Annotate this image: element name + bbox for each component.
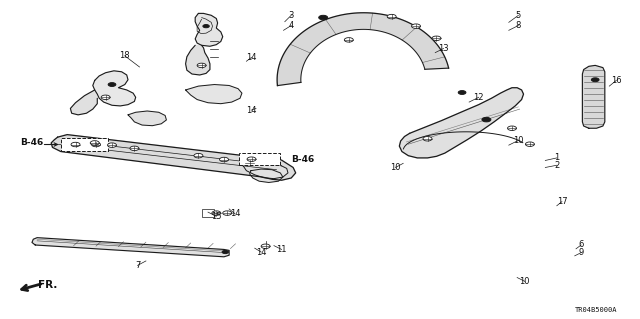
Circle shape: [482, 117, 491, 122]
Text: 11: 11: [276, 245, 287, 254]
Circle shape: [220, 157, 228, 162]
Text: 1: 1: [554, 153, 559, 162]
Text: B-46: B-46: [20, 138, 44, 147]
Text: 6: 6: [579, 241, 584, 249]
Text: 16: 16: [611, 76, 621, 85]
Circle shape: [108, 143, 116, 147]
Text: 14: 14: [246, 53, 257, 62]
Text: 12: 12: [474, 93, 484, 102]
Text: 10: 10: [390, 163, 401, 172]
Text: 9: 9: [579, 248, 584, 257]
Circle shape: [92, 142, 100, 147]
Text: 13: 13: [438, 44, 449, 53]
FancyBboxPatch shape: [239, 153, 280, 165]
Circle shape: [101, 95, 110, 100]
Circle shape: [197, 63, 206, 68]
Text: 14: 14: [246, 106, 257, 115]
Circle shape: [261, 244, 270, 249]
Text: TR04B5000A: TR04B5000A: [575, 307, 618, 313]
Text: FR.: FR.: [38, 279, 58, 290]
Text: 14: 14: [256, 248, 266, 256]
Circle shape: [432, 36, 441, 41]
Text: 17: 17: [557, 197, 567, 206]
Text: 10: 10: [520, 277, 530, 286]
Circle shape: [458, 91, 466, 94]
Text: 10: 10: [513, 136, 524, 145]
Circle shape: [387, 14, 396, 19]
Circle shape: [194, 153, 203, 158]
Polygon shape: [186, 45, 210, 75]
Polygon shape: [32, 238, 229, 257]
Text: 2: 2: [554, 161, 559, 170]
Polygon shape: [277, 13, 449, 85]
Text: 14: 14: [230, 209, 240, 218]
Text: 4: 4: [289, 21, 294, 30]
Text: 8: 8: [516, 21, 521, 30]
Circle shape: [90, 141, 99, 145]
Circle shape: [344, 38, 353, 42]
Text: 7: 7: [135, 261, 140, 270]
Circle shape: [71, 142, 80, 147]
Text: 5: 5: [516, 11, 521, 20]
Circle shape: [319, 15, 328, 20]
Polygon shape: [51, 135, 296, 180]
Circle shape: [508, 126, 516, 130]
Polygon shape: [195, 13, 223, 46]
FancyBboxPatch shape: [202, 209, 214, 217]
Polygon shape: [399, 88, 524, 158]
Circle shape: [423, 137, 432, 141]
Circle shape: [223, 211, 232, 215]
Circle shape: [245, 160, 254, 165]
Polygon shape: [93, 71, 136, 106]
Polygon shape: [243, 163, 288, 179]
Polygon shape: [186, 85, 242, 104]
Circle shape: [591, 78, 599, 82]
Circle shape: [130, 146, 139, 151]
Circle shape: [108, 83, 116, 86]
Polygon shape: [128, 111, 166, 126]
Circle shape: [525, 142, 534, 146]
Circle shape: [203, 25, 209, 28]
Circle shape: [212, 211, 221, 215]
Text: 3: 3: [289, 11, 294, 20]
Circle shape: [247, 157, 256, 161]
Polygon shape: [582, 65, 605, 128]
Text: 18: 18: [120, 51, 130, 60]
Circle shape: [412, 24, 420, 28]
Polygon shape: [70, 90, 97, 115]
Text: 15: 15: [211, 212, 221, 221]
Text: B-46: B-46: [291, 155, 314, 164]
Circle shape: [222, 250, 228, 254]
Polygon shape: [250, 169, 283, 182]
FancyBboxPatch shape: [61, 138, 108, 151]
